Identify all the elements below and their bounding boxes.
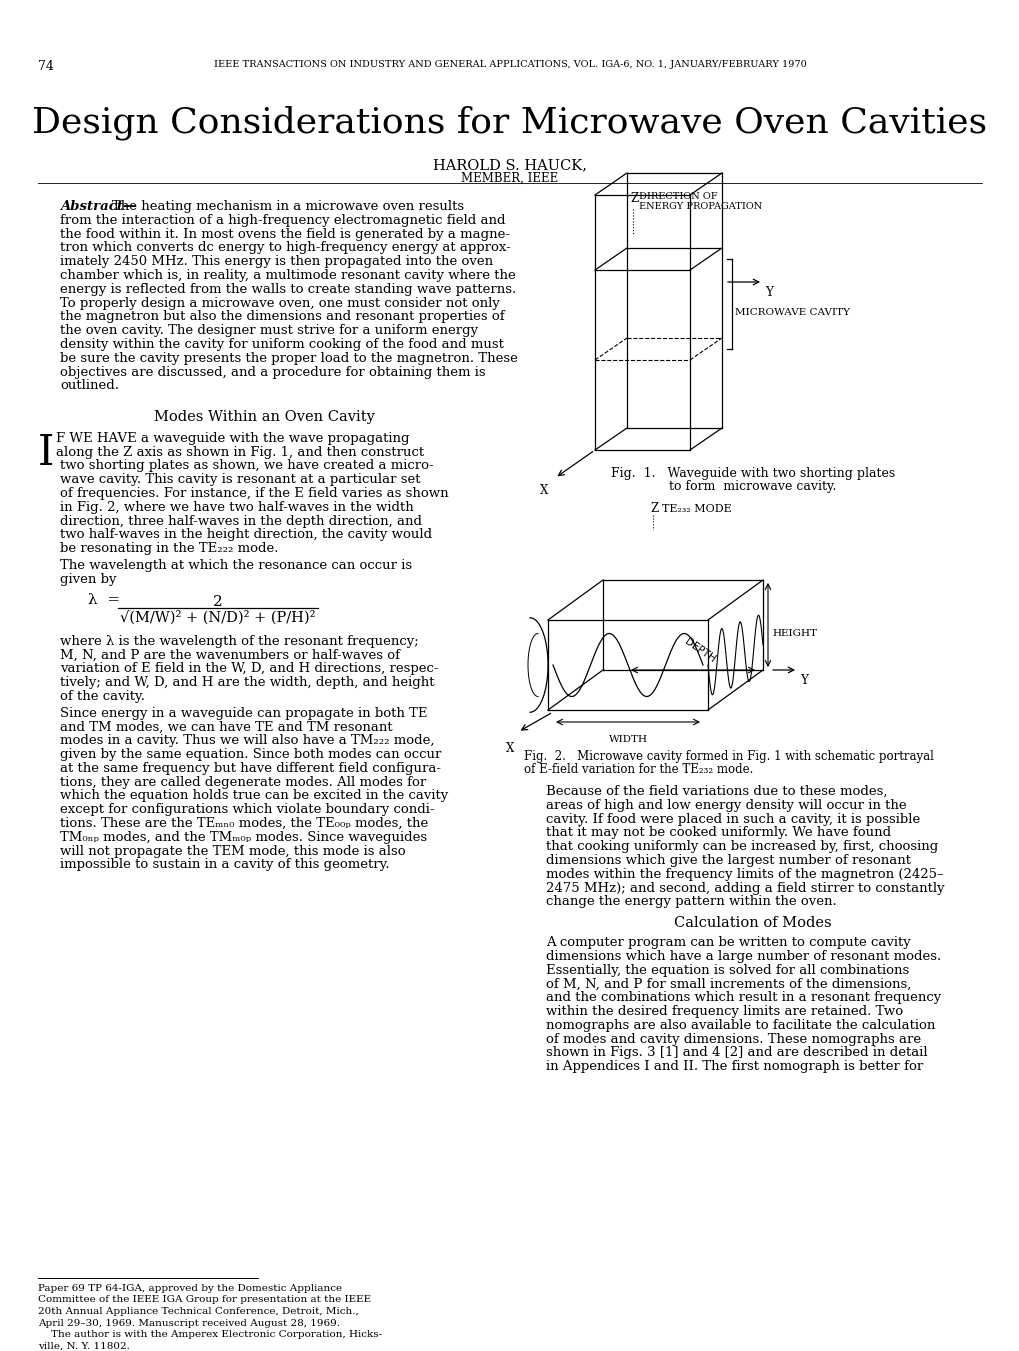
Text: ENERGY PROPAGATION: ENERGY PROPAGATION: [638, 203, 761, 211]
Text: 74: 74: [38, 59, 54, 73]
Text: chamber which is, in reality, a multimode resonant cavity where the: chamber which is, in reality, a multimod…: [60, 269, 516, 282]
Text: DEPTH: DEPTH: [683, 636, 716, 665]
Text: the food within it. In most ovens the field is generated by a magne-: the food within it. In most ovens the fi…: [60, 227, 510, 240]
Text: impossible to sustain in a cavity of this geometry.: impossible to sustain in a cavity of thi…: [60, 858, 389, 871]
Text: The heating mechanism in a microwave oven results: The heating mechanism in a microwave ove…: [112, 200, 464, 213]
Text: dimensions which have a large number of resonant modes.: dimensions which have a large number of …: [545, 950, 941, 963]
Text: cavity. If food were placed in such a cavity, it is possible: cavity. If food were placed in such a ca…: [545, 812, 919, 825]
Text: that cooking uniformly can be increased by, first, choosing: that cooking uniformly can be increased …: [545, 840, 937, 854]
Text: April 29–30, 1969. Manuscript received August 28, 1969.: April 29–30, 1969. Manuscript received A…: [38, 1319, 339, 1328]
Text: tions, they are called degenerate modes. All modes for: tions, they are called degenerate modes.…: [60, 775, 426, 789]
Text: Since energy in a waveguide can propagate in both TE: Since energy in a waveguide can propagat…: [60, 707, 427, 720]
Text: areas of high and low energy density will occur in the: areas of high and low energy density wil…: [545, 798, 906, 812]
Text: Calculation of Modes: Calculation of Modes: [674, 916, 832, 929]
Text: To properly design a microwave oven, one must consider not only: To properly design a microwave oven, one…: [60, 297, 499, 309]
Text: Z: Z: [649, 503, 657, 515]
Text: that it may not be cooked uniformly. We have found: that it may not be cooked uniformly. We …: [545, 827, 891, 839]
Text: Essentially, the equation is solved for all combinations: Essentially, the equation is solved for …: [545, 963, 908, 977]
Text: variation of E field in the W, D, and H directions, respec-: variation of E field in the W, D, and H …: [60, 662, 438, 676]
Text: be sure the cavity presents the proper load to the magnetron. These: be sure the cavity presents the proper l…: [60, 351, 518, 365]
Text: TE₂₃₂ MODE: TE₂₃₂ MODE: [661, 504, 731, 513]
Text: modes in a cavity. Thus we will also have a TM₂₂₂ mode,: modes in a cavity. Thus we will also hav…: [60, 734, 434, 747]
Text: 20th Annual Appliance Technical Conference, Detroit, Mich.,: 20th Annual Appliance Technical Conferen…: [38, 1306, 359, 1316]
Text: of the cavity.: of the cavity.: [60, 690, 145, 703]
Text: dimensions which give the largest number of resonant: dimensions which give the largest number…: [545, 854, 910, 867]
Text: wave cavity. This cavity is resonant at a particular set: wave cavity. This cavity is resonant at …: [60, 473, 420, 486]
Text: of modes and cavity dimensions. These nomographs are: of modes and cavity dimensions. These no…: [545, 1032, 920, 1046]
Text: in Appendices I and II. The first nomograph is better for: in Appendices I and II. The first nomogr…: [545, 1061, 922, 1073]
Text: X: X: [505, 742, 514, 755]
Text: along the Z axis as shown in Fig. 1, and then construct: along the Z axis as shown in Fig. 1, and…: [56, 446, 424, 458]
Text: Design Considerations for Microwave Oven Cavities: Design Considerations for Microwave Oven…: [33, 105, 986, 139]
Text: the magnetron but also the dimensions and resonant properties of: the magnetron but also the dimensions an…: [60, 311, 504, 323]
Text: √(M/W)² + (N/D)² + (P/H)²: √(M/W)² + (N/D)² + (P/H)²: [120, 611, 316, 626]
Text: MICROWAVE CAVITY: MICROWAVE CAVITY: [735, 308, 849, 317]
Text: Because of the field variations due to these modes,: Because of the field variations due to t…: [545, 785, 887, 798]
Text: of E-field variation for the TE₂₃₂ mode.: of E-field variation for the TE₂₃₂ mode.: [524, 763, 753, 775]
Text: tron which converts dc energy to high-frequency energy at approx-: tron which converts dc energy to high-fr…: [60, 242, 511, 254]
Text: given by the same equation. Since both modes can occur: given by the same equation. Since both m…: [60, 748, 441, 761]
Text: IEEE TRANSACTIONS ON INDUSTRY AND GENERAL APPLICATIONS, VOL. IGA-6, NO. 1, JANUA: IEEE TRANSACTIONS ON INDUSTRY AND GENERA…: [213, 59, 806, 69]
Text: DIRECTION OF: DIRECTION OF: [638, 192, 717, 201]
Text: 2475 MHz); and second, adding a field stirrer to constantly: 2475 MHz); and second, adding a field st…: [545, 882, 944, 894]
Text: change the energy pattern within the oven.: change the energy pattern within the ove…: [545, 896, 836, 908]
Text: the oven cavity. The designer must strive for a uniform energy: the oven cavity. The designer must striv…: [60, 324, 478, 338]
Text: Fig.  2.   Microwave cavity formed in Fig. 1 with schematic portrayal: Fig. 2. Microwave cavity formed in Fig. …: [524, 750, 933, 763]
Text: tively; and W, D, and H are the width, depth, and height: tively; and W, D, and H are the width, d…: [60, 676, 434, 689]
Text: in Fig. 2, where we have two half-waves in the width: in Fig. 2, where we have two half-waves …: [60, 501, 414, 513]
Text: shown in Figs. 3 [1] and 4 [2] and are described in detail: shown in Figs. 3 [1] and 4 [2] and are d…: [545, 1047, 926, 1059]
Text: M, N, and P are the wavenumbers or half-waves of: M, N, and P are the wavenumbers or half-…: [60, 648, 399, 662]
Text: ville, N. Y. 11802.: ville, N. Y. 11802.: [38, 1342, 129, 1351]
Text: 2: 2: [213, 594, 223, 608]
Text: energy is reflected from the walls to create standing wave patterns.: energy is reflected from the walls to cr…: [60, 282, 516, 296]
Text: will not propagate the TEM mode, this mode is also: will not propagate the TEM mode, this mo…: [60, 844, 406, 858]
Text: The author is with the Amperex Electronic Corporation, Hicks-: The author is with the Amperex Electroni…: [38, 1329, 382, 1339]
Text: nomographs are also available to facilitate the calculation: nomographs are also available to facilit…: [545, 1019, 934, 1032]
Text: X: X: [539, 484, 548, 497]
Text: Committee of the IEEE IGA Group for presentation at the IEEE: Committee of the IEEE IGA Group for pres…: [38, 1296, 371, 1305]
Text: Modes Within an Oven Cavity: Modes Within an Oven Cavity: [154, 409, 374, 424]
Text: Z: Z: [630, 192, 638, 205]
Text: Y: Y: [764, 286, 772, 299]
Text: of frequencies. For instance, if the E field varies as shown: of frequencies. For instance, if the E f…: [60, 486, 448, 500]
Text: Fig.  1.   Waveguide with two shorting plates: Fig. 1. Waveguide with two shorting plat…: [610, 467, 895, 480]
Text: to form  microwave cavity.: to form microwave cavity.: [668, 480, 836, 493]
Text: imately 2450 MHz. This energy is then propagated into the oven: imately 2450 MHz. This energy is then pr…: [60, 255, 492, 269]
Text: I: I: [38, 432, 54, 474]
Text: tions. These are the TEₘₙ₀ modes, the TE₀₀ₚ modes, the: tions. These are the TEₘₙ₀ modes, the TE…: [60, 817, 428, 830]
Text: which the equation holds true can be excited in the cavity: which the equation holds true can be exc…: [60, 789, 447, 802]
Text: outlined.: outlined.: [60, 380, 119, 392]
Text: The wavelength at which the resonance can occur is: The wavelength at which the resonance ca…: [60, 559, 412, 571]
Text: Abstract—: Abstract—: [60, 200, 137, 213]
Text: A computer program can be written to compute cavity: A computer program can be written to com…: [545, 936, 910, 950]
Text: and the combinations which result in a resonant frequency: and the combinations which result in a r…: [545, 992, 941, 1004]
Text: within the desired frequency limits are retained. Two: within the desired frequency limits are …: [545, 1005, 902, 1019]
Text: HEIGHT: HEIGHT: [771, 630, 816, 638]
Text: WIDTH: WIDTH: [608, 735, 647, 744]
Text: Y: Y: [799, 674, 807, 688]
Text: direction, three half-waves in the depth direction, and: direction, three half-waves in the depth…: [60, 515, 422, 527]
Text: and TM modes, we can have TE and TM resonant: and TM modes, we can have TE and TM reso…: [60, 720, 392, 734]
Text: given by: given by: [60, 573, 116, 586]
Text: where λ is the wavelength of the resonant frequency;: where λ is the wavelength of the resonan…: [60, 635, 419, 647]
Text: at the same frequency but have different field configura-: at the same frequency but have different…: [60, 762, 440, 774]
Text: HAROLD S. HAUCK,: HAROLD S. HAUCK,: [433, 158, 586, 172]
Text: density within the cavity for uniform cooking of the food and must: density within the cavity for uniform co…: [60, 338, 503, 351]
Text: except for configurations which violate boundary condi-: except for configurations which violate …: [60, 802, 434, 816]
Text: MEMBER, IEEE: MEMBER, IEEE: [461, 172, 558, 185]
Text: TM₀ₙₚ modes, and the TMₘ₀ₚ modes. Since waveguides: TM₀ₙₚ modes, and the TMₘ₀ₚ modes. Since …: [60, 831, 427, 844]
Text: be resonating in the TE₂₂₂ mode.: be resonating in the TE₂₂₂ mode.: [60, 542, 278, 555]
Text: from the interaction of a high-frequency electromagnetic field and: from the interaction of a high-frequency…: [60, 213, 505, 227]
Text: of M, N, and P for small increments of the dimensions,: of M, N, and P for small increments of t…: [545, 978, 911, 990]
Text: λ  =: λ =: [88, 593, 120, 607]
Text: two half-waves in the height direction, the cavity would: two half-waves in the height direction, …: [60, 528, 432, 542]
Text: modes within the frequency limits of the magnetron (2425–: modes within the frequency limits of the…: [545, 867, 943, 881]
Text: F WE HAVE a waveguide with the wave propagating: F WE HAVE a waveguide with the wave prop…: [56, 432, 409, 444]
Text: Paper 69 TP 64-IGA, approved by the Domestic Appliance: Paper 69 TP 64-IGA, approved by the Dome…: [38, 1283, 341, 1293]
Text: objectives are discussed, and a procedure for obtaining them is: objectives are discussed, and a procedur…: [60, 366, 485, 378]
Text: two shorting plates as shown, we have created a micro-: two shorting plates as shown, we have cr…: [60, 459, 433, 473]
